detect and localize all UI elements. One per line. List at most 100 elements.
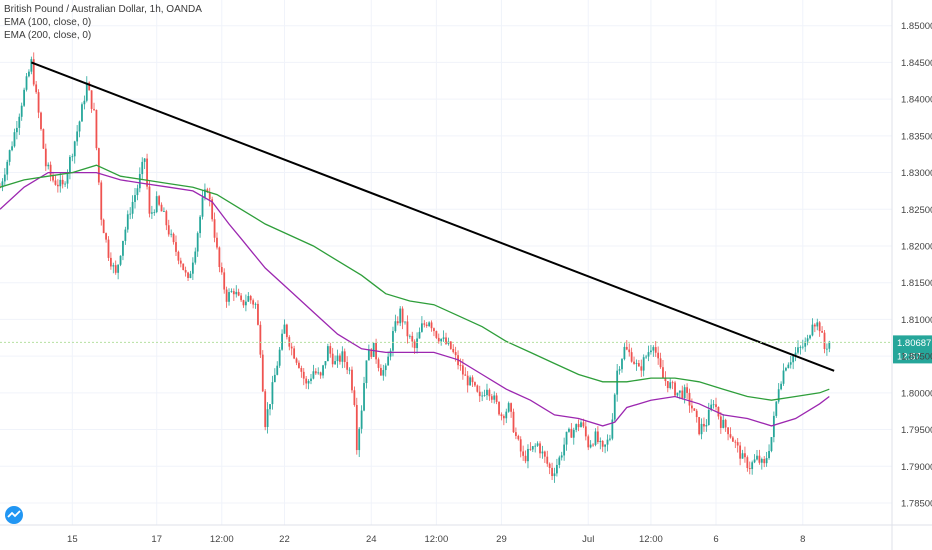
candle-body <box>158 196 161 205</box>
tradingview-logo-icon[interactable] <box>5 506 23 524</box>
candle-body <box>15 127 18 133</box>
candle-body <box>266 409 269 428</box>
candle-body <box>715 404 717 407</box>
candle-body <box>54 180 57 185</box>
candle-body <box>165 211 168 226</box>
candle-body <box>731 437 734 442</box>
y-tick-label: 1.84500 <box>901 58 932 69</box>
candle-body <box>618 369 621 371</box>
candle-body <box>312 371 315 379</box>
candle-body <box>406 321 409 337</box>
candle-body <box>83 100 86 105</box>
candle-body <box>324 361 327 366</box>
candle-body <box>601 440 604 447</box>
candle-body <box>167 225 170 235</box>
candle-body <box>235 291 238 295</box>
candle-body <box>216 237 218 248</box>
candle-body <box>261 354 264 392</box>
candle-body <box>560 455 563 458</box>
candle-body <box>326 346 329 362</box>
candle-body <box>647 352 650 357</box>
candle-body <box>794 352 797 356</box>
candle-body <box>816 322 819 327</box>
candle-body <box>476 385 479 392</box>
candle-body <box>507 403 510 412</box>
candle-body <box>52 175 54 181</box>
candle-body <box>493 395 496 400</box>
x-tick-label: Jul <box>582 534 594 545</box>
candle-body <box>481 395 484 397</box>
candle-body <box>11 146 13 151</box>
candle-body <box>534 445 537 447</box>
candle-body <box>510 403 512 412</box>
candle-body <box>418 331 421 339</box>
candle-body <box>531 446 534 450</box>
candle-body <box>73 141 76 157</box>
candle-body <box>828 341 831 349</box>
candle-body <box>141 161 144 175</box>
candle-body <box>662 367 664 379</box>
candle-body <box>486 389 488 396</box>
candle-body <box>334 361 337 365</box>
candle-body <box>664 378 667 382</box>
candle-body <box>575 424 578 430</box>
candle-body <box>276 365 279 375</box>
candle-body <box>85 82 88 101</box>
candle-body <box>813 324 816 327</box>
candle-body <box>717 406 720 417</box>
candle-body <box>633 361 635 364</box>
candle-body <box>175 242 177 252</box>
candle-body <box>129 213 132 215</box>
x-tick-label: 15 <box>67 534 78 545</box>
candle-body <box>64 183 66 185</box>
candle-body <box>727 427 729 435</box>
candle-body <box>283 324 286 334</box>
candle-body <box>478 391 481 397</box>
candle-body <box>95 109 98 149</box>
candle-body <box>599 440 602 443</box>
candle-body <box>305 378 308 384</box>
candle-body <box>741 453 744 459</box>
candle-body <box>818 322 821 332</box>
candle-body <box>635 363 638 364</box>
candle-body <box>630 352 633 362</box>
candle-body <box>420 323 423 332</box>
candle-body <box>686 387 688 393</box>
candle-body <box>285 324 288 338</box>
candle-body <box>232 291 235 295</box>
candle-body <box>703 423 705 427</box>
candle-body <box>18 116 21 128</box>
candle-body <box>659 358 662 368</box>
candle-body <box>138 174 141 189</box>
candle-body <box>596 431 599 443</box>
candle-body <box>758 455 761 463</box>
candle-body <box>650 350 652 353</box>
candle-body <box>823 332 826 350</box>
candle-body <box>28 71 30 77</box>
candle-body <box>541 451 544 454</box>
candle-body <box>1 181 4 188</box>
candle-body <box>348 369 351 371</box>
candle-body <box>469 377 472 386</box>
candle-body <box>223 272 226 290</box>
candle-body <box>413 341 416 349</box>
candle-body <box>611 419 614 439</box>
candle-body <box>582 422 585 427</box>
candle-body <box>40 112 42 130</box>
candle-body <box>517 435 520 440</box>
candle-body <box>604 444 607 447</box>
candle-body <box>47 164 50 167</box>
candle-body <box>449 341 452 349</box>
candle-body <box>293 348 296 359</box>
y-tick-label: 1.78500 <box>901 498 932 509</box>
candle-body <box>384 365 387 371</box>
candle-body <box>252 300 255 305</box>
candle-body <box>652 347 655 351</box>
candle-body <box>502 416 505 419</box>
candle-body <box>184 269 187 273</box>
candle-body <box>61 179 64 185</box>
candle-body <box>529 448 532 450</box>
candle-body <box>625 346 628 350</box>
x-tick-label: 12:00 <box>424 534 448 545</box>
